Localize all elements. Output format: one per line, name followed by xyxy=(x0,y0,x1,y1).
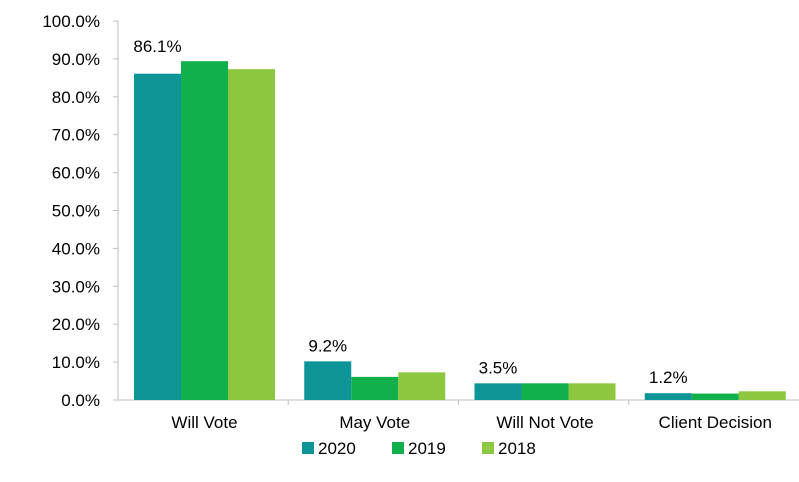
bar-2018-2 xyxy=(568,383,616,400)
bar-2018-0 xyxy=(228,69,275,401)
y-tick-label: 20.0% xyxy=(52,315,100,334)
y-tick-label: 0.0% xyxy=(61,391,100,410)
y-tick-label: 70.0% xyxy=(52,126,100,145)
y-tick-label: 80.0% xyxy=(52,88,100,107)
x-tick-label: Will Vote xyxy=(171,413,237,432)
x-tick-label: May Vote xyxy=(339,413,410,432)
bar-2020-0 xyxy=(134,73,181,400)
y-tick-label: 90.0% xyxy=(52,50,100,69)
legend-swatch-2019 xyxy=(392,442,404,454)
legend-label: 2018 xyxy=(498,439,536,458)
bars xyxy=(134,61,786,401)
data-label: 86.1% xyxy=(133,37,181,56)
bar-2018-1 xyxy=(398,372,446,400)
y-tick-label: 30.0% xyxy=(52,277,100,296)
y-tick-label: 50.0% xyxy=(52,202,100,221)
legend: 2020 2019 2018 xyxy=(302,439,536,458)
y-tick-label: 10.0% xyxy=(52,353,100,372)
bar-2019-0 xyxy=(181,61,228,400)
bar-2020-3 xyxy=(644,393,692,400)
y-tick-label: 60.0% xyxy=(52,164,100,183)
y-tick-label: 40.0% xyxy=(52,239,100,258)
legend-swatch-2018 xyxy=(482,442,494,454)
labels: Will Vote 86.1% May Vote 9.2% Will Not Vote 3… xyxy=(133,37,772,432)
bar-2018-3 xyxy=(738,391,786,400)
legend-label: 2019 xyxy=(408,439,446,458)
y-tick-label: 100.0% xyxy=(42,12,100,31)
bar-2020-1 xyxy=(304,361,352,400)
axes: 0.0% 10.0% 20.0% 30.0% 40.0% 50.0% 60.0% 70.0% 8… xyxy=(42,12,799,410)
legend-swatch-2020 xyxy=(302,442,314,454)
x-tick-label: Will Not Vote xyxy=(496,413,593,432)
x-tick-label: Client Decision xyxy=(659,413,772,432)
data-label: 3.5% xyxy=(479,358,518,377)
bar-2019-1 xyxy=(351,376,399,400)
data-label: 1.2% xyxy=(649,368,688,387)
data-label: 9.2% xyxy=(308,336,347,355)
bar-2019-2 xyxy=(521,383,569,400)
legend-label: 2020 xyxy=(318,439,356,458)
bar-2020-2 xyxy=(474,383,522,400)
bar-2019-3 xyxy=(691,393,739,400)
